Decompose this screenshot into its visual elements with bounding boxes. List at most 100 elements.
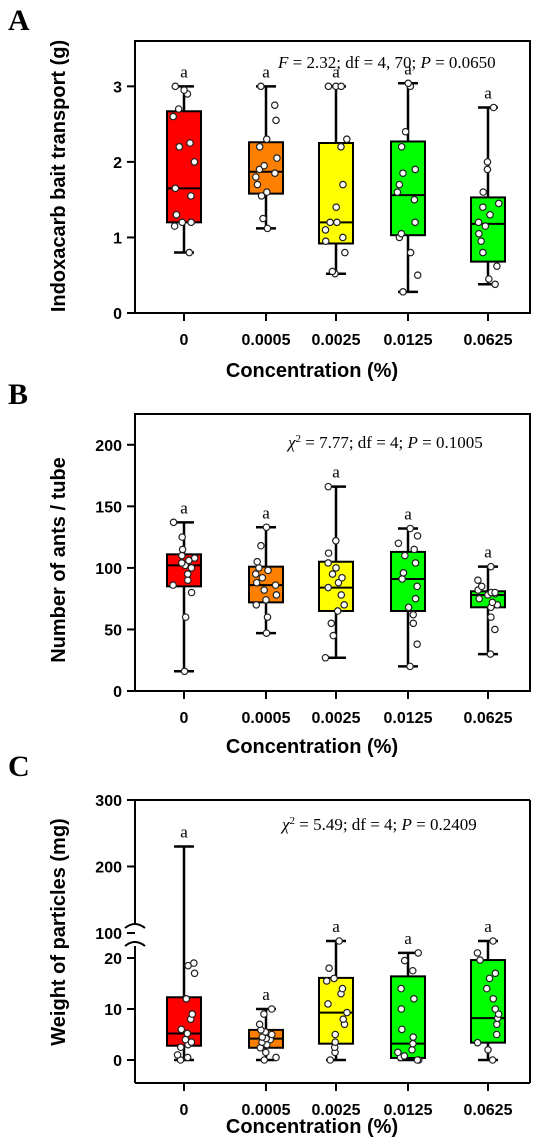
panel-a-stat-p-value: = 0.0650 (431, 53, 496, 72)
panel-b-y-axis-title: Number of ants / tube (48, 457, 70, 663)
panel-c-stat-p-value: = 0.2409 (412, 815, 477, 834)
data-point (475, 229, 483, 238)
significance-letter: a (484, 543, 492, 562)
data-point (190, 554, 199, 562)
panel-b-y-tick-label: 100 (95, 561, 122, 578)
data-point (176, 1043, 185, 1052)
panel-c-statistics: χ2 = 5.49; df = 4; P = 0.2409 (280, 815, 477, 834)
panel-a: A 0 1 2 3 a 0 a 0.0005 a 0.0025 a 0.0125 a 0.0625 F =… (8, 4, 531, 382)
data-point (169, 112, 177, 121)
data-point (270, 101, 279, 110)
panel-a-y-tick-label: 2 (113, 155, 122, 172)
data-point (324, 82, 333, 91)
data-point (255, 142, 264, 151)
panel-b-stat-p-value: = 0.1005 (418, 433, 483, 452)
data-point (401, 551, 409, 560)
panel-c-stat-symbol: χ (280, 815, 290, 834)
data-point (328, 570, 337, 578)
data-point (399, 288, 407, 296)
data-point (401, 127, 410, 136)
data-point (260, 586, 268, 594)
panel-a-plot: 0 1 2 3 a 0 a 0.0005 a 0.0025 a 0.0125 a 0.0625 (113, 40, 531, 349)
panel-a-x-tick-label: 0.0005 (242, 332, 291, 349)
data-point (272, 1053, 280, 1062)
data-point (263, 613, 272, 621)
panel-c-y-tick-label: 200 (95, 860, 122, 877)
data-point (343, 135, 351, 144)
significance-letter: a (262, 62, 270, 81)
panel-a-y-tick-label: 1 (113, 230, 122, 247)
data-point (173, 1051, 182, 1059)
data-point (272, 116, 280, 125)
data-point (262, 596, 270, 604)
data-point (473, 1038, 482, 1047)
data-point (183, 1053, 192, 1062)
data-point (393, 188, 402, 196)
data-point (182, 994, 191, 1003)
panel-a-stat-values: = 2.32; df = 4, 70; (288, 53, 420, 72)
data-point (409, 1033, 418, 1041)
significance-letter: a (484, 83, 492, 102)
data-point (324, 1000, 332, 1008)
data-point (489, 103, 498, 112)
data-point (262, 135, 271, 144)
data-point (187, 588, 196, 597)
data-point (180, 86, 188, 94)
data-point (413, 582, 421, 591)
panel-c-stat-values: = 5.49; df = 4; (295, 815, 402, 834)
data-point (494, 1010, 503, 1018)
panel-a-x-tick-label: 0.0125 (384, 332, 433, 349)
panel-b-y-tick-label: 200 (95, 438, 122, 455)
data-point (413, 271, 422, 280)
significance-letter: a (332, 463, 340, 482)
data-point (477, 582, 486, 591)
data-point (488, 1056, 497, 1064)
significance-letter: a (404, 929, 412, 948)
data-point (339, 1015, 348, 1024)
data-point (255, 1020, 264, 1029)
data-point (273, 154, 281, 162)
data-point (190, 969, 199, 978)
data-point (413, 640, 421, 649)
panel-c-x-tick-label: 0.0625 (464, 1102, 513, 1119)
panel-b-box-0: a (166, 498, 202, 676)
data-point (489, 994, 498, 1003)
data-point (183, 1029, 192, 1038)
data-point (397, 984, 405, 993)
data-point (404, 79, 413, 88)
data-point (174, 105, 183, 113)
data-point (410, 994, 418, 1003)
data-point (399, 569, 408, 577)
data-point (491, 969, 500, 978)
data-point (398, 575, 406, 583)
data-point (178, 545, 187, 554)
data-point (188, 1010, 197, 1018)
data-point (171, 82, 180, 91)
panel-a-stat-symbol: F (277, 53, 289, 72)
panel-b-x-tick-label: 0.0005 (242, 710, 291, 727)
data-point (489, 937, 497, 945)
data-point (261, 1048, 270, 1057)
data-point (264, 566, 272, 575)
data-point (262, 523, 271, 532)
data-point (409, 619, 418, 628)
data-point (260, 1056, 269, 1064)
data-point (321, 653, 330, 662)
data-point (177, 1025, 186, 1034)
significance-letter: a (262, 503, 270, 522)
data-point (330, 974, 338, 983)
data-point (267, 1005, 276, 1013)
data-point (482, 984, 491, 993)
data-point (337, 82, 346, 91)
data-point (252, 601, 261, 609)
data-point (272, 591, 281, 599)
significance-letter: a (404, 59, 412, 78)
data-point (169, 518, 178, 527)
iqr-box (390, 140, 426, 237)
significance-letter: a (332, 917, 340, 936)
data-point (394, 1048, 402, 1057)
data-point (321, 237, 330, 246)
data-point (395, 180, 404, 189)
panel-c-x-tick-label: 0.0025 (312, 1102, 361, 1119)
data-point (483, 158, 492, 166)
